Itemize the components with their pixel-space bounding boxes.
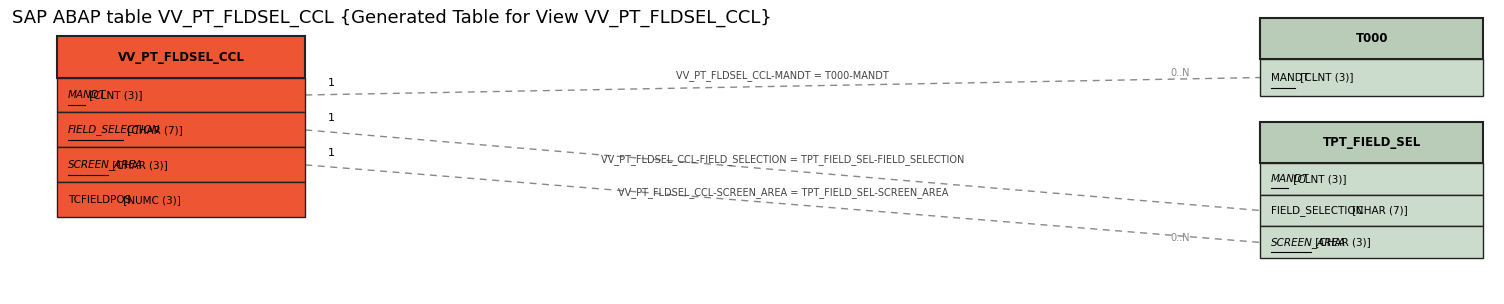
Text: MANDT: MANDT — [68, 90, 105, 100]
Text: VV_PT_FLDSEL_CCL-FIELD_SELECTION = TPT_FIELD_SEL-FIELD_SELECTION: VV_PT_FLDSEL_CCL-FIELD_SELECTION = TPT_F… — [602, 154, 964, 165]
Text: FIELD_SELECTION: FIELD_SELECTION — [68, 125, 159, 135]
Text: SCREEN_AREA: SCREEN_AREA — [68, 160, 143, 170]
Text: TPT_FIELD_SEL: TPT_FIELD_SEL — [1322, 136, 1421, 149]
FancyBboxPatch shape — [57, 78, 305, 112]
FancyBboxPatch shape — [57, 182, 305, 217]
Text: MANDT: MANDT — [1271, 174, 1308, 184]
Text: 1: 1 — [328, 113, 335, 123]
Text: T000: T000 — [1355, 32, 1388, 45]
FancyBboxPatch shape — [1260, 163, 1483, 195]
Text: [CHAR (3)]: [CHAR (3)] — [108, 160, 167, 170]
Text: VV_PT_FLDSEL_CCL: VV_PT_FLDSEL_CCL — [117, 50, 245, 64]
FancyBboxPatch shape — [1260, 195, 1483, 226]
FancyBboxPatch shape — [1260, 226, 1483, 258]
Text: 0..N: 0..N — [1170, 68, 1190, 78]
Text: VV_PT_FLDSEL_CCL-SCREEN_AREA = TPT_FIELD_SEL-SCREEN_AREA: VV_PT_FLDSEL_CCL-SCREEN_AREA = TPT_FIELD… — [618, 188, 948, 199]
Text: SAP ABAP table VV_PT_FLDSEL_CCL {Generated Table for View VV_PT_FLDSEL_CCL}: SAP ABAP table VV_PT_FLDSEL_CCL {Generat… — [12, 9, 772, 27]
Text: [CLNT (3)]: [CLNT (3)] — [1296, 73, 1354, 82]
Text: [CLNT (3)]: [CLNT (3)] — [86, 90, 143, 100]
FancyBboxPatch shape — [1260, 59, 1483, 96]
FancyBboxPatch shape — [1260, 122, 1483, 163]
Text: [CHAR (7)]: [CHAR (7)] — [1349, 206, 1408, 216]
Text: 1: 1 — [328, 148, 335, 158]
Text: VV_PT_FLDSEL_CCL-MANDT = T000-MANDT: VV_PT_FLDSEL_CCL-MANDT = T000-MANDT — [677, 70, 889, 81]
Text: FIELD_SELECTION: FIELD_SELECTION — [1271, 205, 1363, 216]
Text: 1: 1 — [328, 78, 335, 88]
Text: [CHAR (3)]: [CHAR (3)] — [1311, 237, 1370, 247]
Text: 0..N: 0..N — [1170, 233, 1190, 243]
Text: [CLNT (3)]: [CLNT (3)] — [1289, 174, 1346, 184]
FancyBboxPatch shape — [57, 147, 305, 182]
FancyBboxPatch shape — [57, 112, 305, 147]
Text: TCFIELDPOS: TCFIELDPOS — [68, 195, 131, 205]
FancyBboxPatch shape — [57, 36, 305, 78]
Text: [CHAR (7)]: [CHAR (7)] — [123, 125, 182, 135]
FancyBboxPatch shape — [1260, 18, 1483, 59]
Text: MANDT: MANDT — [1271, 73, 1308, 82]
Text: SCREEN_AREA: SCREEN_AREA — [1271, 237, 1346, 248]
Text: [NUMC (3)]: [NUMC (3)] — [120, 195, 180, 205]
